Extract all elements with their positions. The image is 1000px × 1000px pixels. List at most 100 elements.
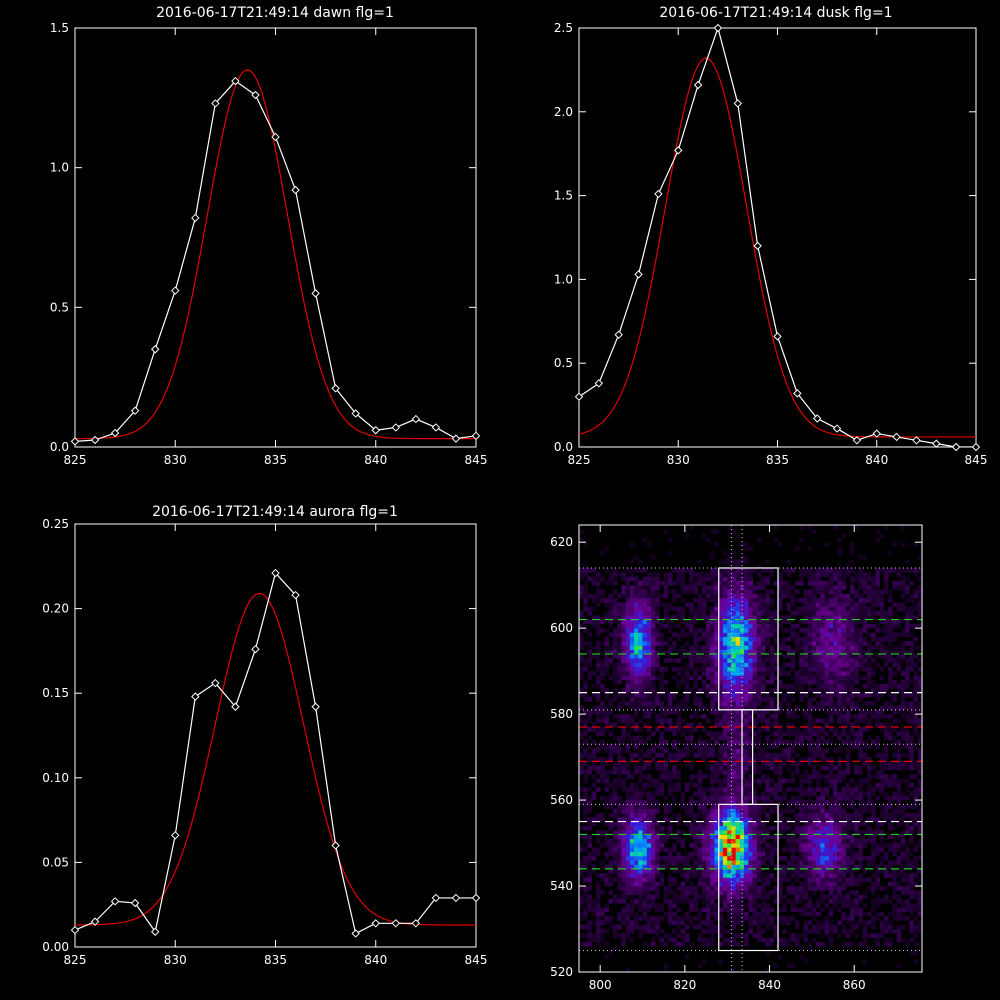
heatmap-cell — [701, 580, 707, 586]
heatmap-cell — [621, 658, 626, 663]
heatmap-cell — [642, 589, 648, 595]
heatmap-cell — [820, 623, 825, 629]
heatmap-cell — [811, 821, 817, 827]
heatmap-cell — [816, 774, 821, 779]
heatmap-cell — [735, 727, 741, 732]
heatmap-cell — [744, 752, 749, 758]
heatmap-cell — [621, 782, 626, 788]
heatmap-cell — [600, 769, 605, 775]
heatmap-cell — [778, 576, 783, 582]
heatmap-cell — [841, 929, 847, 934]
heatmap-cell — [718, 929, 724, 934]
heatmap-cell — [765, 890, 770, 895]
heatmap-cell — [706, 623, 711, 629]
heatmap-cell — [650, 636, 656, 642]
heatmap-cell — [621, 873, 626, 878]
heatmap-cell — [689, 800, 694, 805]
heatmap-cell — [642, 791, 648, 797]
heatmap-cell — [769, 602, 775, 607]
heatmap-cell — [634, 890, 639, 895]
heatmap-cell — [693, 615, 698, 620]
heatmap-cell — [739, 572, 745, 577]
heatmap-cell — [807, 920, 813, 926]
dusk-y-tick-label: 1.5 — [554, 189, 573, 203]
heatmap-cell — [701, 860, 707, 865]
heatmap-cell — [634, 855, 639, 861]
heatmap-cell — [854, 722, 859, 728]
heatmap-cell — [595, 649, 601, 655]
heatmap-cell — [752, 602, 758, 607]
heatmap-cell — [782, 692, 787, 698]
heatmap-cell — [617, 662, 622, 668]
heatmap-cell — [731, 787, 736, 792]
heatmap-cell — [748, 765, 753, 771]
heatmap-cell — [828, 705, 834, 711]
heatmap-cell — [722, 937, 728, 943]
heatmap-cell — [722, 778, 728, 784]
heatmap-cell — [761, 752, 766, 758]
heatmap-cell — [595, 894, 601, 900]
heatmap-cell — [850, 692, 855, 698]
heatmap-cell — [600, 795, 605, 801]
heatmap-cell — [710, 855, 715, 861]
heatmap-cell — [790, 830, 796, 835]
heatmap-cell — [617, 855, 622, 861]
heatmap-cell — [862, 843, 868, 848]
heatmap-cell — [752, 838, 758, 844]
heatmap-cell — [841, 632, 847, 638]
heatmap-cell — [841, 722, 847, 728]
heatmap-cell — [629, 701, 635, 706]
heatmap-cell — [655, 804, 660, 809]
heatmap-cell — [833, 567, 838, 573]
heatmap-cell — [845, 855, 851, 861]
heatmap-cell — [854, 606, 859, 612]
heatmap-cell — [833, 787, 838, 792]
heatmap-cell — [612, 769, 618, 775]
heatmap-cell — [862, 727, 868, 732]
heatmap-cell — [583, 688, 588, 693]
heatmap-cell — [769, 877, 775, 883]
heatmap-cell — [676, 860, 681, 865]
heatmap-cell — [722, 808, 728, 814]
heatmap-cell — [634, 920, 639, 926]
heatmap-cell — [680, 679, 686, 685]
heatmap-cell — [659, 761, 664, 766]
heatmap-cell — [689, 748, 694, 754]
heatmap-cell — [634, 791, 639, 797]
heatmap-cell — [752, 585, 758, 590]
heatmap-cell — [595, 757, 601, 762]
heatmap-cell — [617, 851, 622, 857]
heatmap-cell — [790, 610, 796, 616]
heatmap-cell — [646, 692, 652, 698]
heatmap-cell — [837, 602, 842, 607]
heatmap-cell — [875, 774, 880, 779]
heatmap-cell — [858, 778, 864, 784]
heatmap-cell — [837, 765, 842, 771]
heatmap-cell — [858, 834, 864, 840]
heatmap-cell — [816, 739, 821, 745]
heatmap-cell — [866, 598, 872, 603]
heatmap-cell — [778, 834, 783, 840]
heatmap-cell — [790, 714, 796, 719]
heatmap-cell — [820, 628, 825, 633]
heatmap-cell — [744, 903, 749, 908]
heatmap-cell — [786, 778, 792, 784]
heatmap-cell — [833, 868, 838, 874]
heatmap-cell — [583, 602, 588, 607]
heatmap-cell — [625, 843, 631, 848]
heatmap-cell — [579, 941, 584, 947]
heatmap-cell — [650, 641, 656, 646]
heatmap-cell — [722, 550, 728, 556]
heatmap-cell — [828, 701, 834, 706]
heatmap-cell — [693, 666, 698, 672]
heatmap-cell — [761, 920, 766, 926]
heatmap-cell — [612, 855, 618, 861]
heatmap-cell — [854, 843, 859, 848]
heatmap-cell — [748, 924, 753, 930]
heatmap-cell — [756, 615, 762, 620]
heatmap-cell — [773, 714, 779, 719]
heatmap-cell — [625, 666, 631, 672]
dusk-data-point — [674, 146, 683, 155]
heatmap-cell — [591, 623, 597, 629]
heatmap-cell — [773, 731, 779, 736]
